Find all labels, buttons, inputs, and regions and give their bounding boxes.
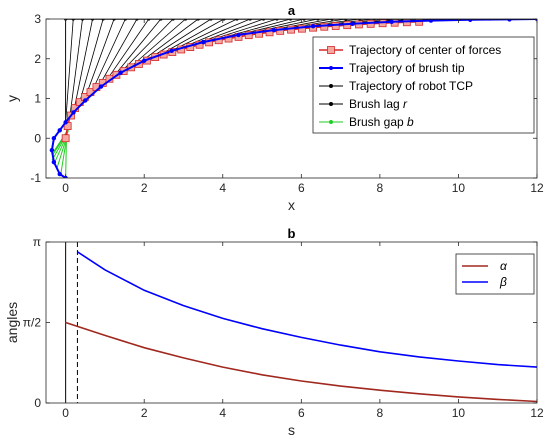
legend-marker [329,84,333,88]
brush-tip-point [71,110,76,115]
brush-lag-segment [147,19,212,60]
brush-tip-point [83,98,88,103]
brush-tip-point [236,32,241,38]
legend-label: Trajectory of robot TCP [349,79,473,93]
y-tick-label: 0 [34,396,41,410]
brush-tip-point [169,48,174,53]
brush-gap-segment [60,136,68,174]
brush-tip-point [468,19,473,22]
legend-label-variable: r [403,97,408,111]
brush-tip-point [63,120,68,125]
y-tick-label: π/2 [23,315,42,329]
legend-box [312,36,535,134]
center-of-forces-point [244,31,253,40]
plot-area [46,242,537,403]
center-of-forces-point [61,134,70,143]
legend-marker [327,46,335,54]
x-tick-label: 6 [298,181,305,195]
x-tick-label: 2 [141,406,148,420]
legend-label: α [500,259,508,273]
chart-panel-b: 0 2 4 6 8 10 12 0 π/2 π b s angles αβ [4,226,544,438]
y-tick-label: π [33,235,41,249]
x-tick-label: 0 [62,406,69,420]
center-of-forces-point [320,22,329,31]
series-line-beta [76,251,537,368]
y-axis-label: y [4,95,20,102]
legend-label: Trajectory of brush tip [349,61,465,75]
brush-tip-point [310,23,316,29]
brush-tip-point [142,58,147,63]
x-tick-label: 10 [452,406,466,420]
x-tick-label: 10 [452,181,466,195]
brush-lag-segment [103,19,150,86]
brush-tip-point [51,136,57,141]
brush-lag-segment [95,19,138,92]
y-axis-label: angles [4,302,20,343]
x-tick-label: 8 [377,406,384,420]
legend-label: Trajectory of center of forces [349,43,501,57]
x-tick-label: 2 [141,181,148,195]
brush-lag-segment [65,19,74,123]
legend-marker [329,102,333,106]
x-tick-label: 8 [377,181,384,195]
x-tick-label: 12 [530,406,544,420]
y-tick-label: 0 [34,131,41,145]
brush-lag-segment [69,19,83,118]
center-of-forces-point [298,24,306,33]
brush-tip-point [428,19,434,23]
y-tick-label: 2 [34,52,41,66]
brush-tip-point [57,128,62,133]
brush-lag-segment [77,19,104,108]
brush-tip-point [271,27,277,33]
chart-title: a [288,3,296,18]
y-tick-label: 1 [34,92,41,106]
legend-label-variable: b [407,115,414,129]
legend-box [455,253,535,295]
brush-lag-segment [73,19,93,113]
legend-label: Brush lag r [349,97,408,111]
brush-tip-point [118,70,123,75]
brush-lag-segment [137,19,199,65]
legend: Trajectory of center of forces Trajectory… [312,36,535,134]
center-of-forces-point [255,29,263,38]
legend: αβ [455,253,535,295]
x-tick-label: 0 [62,181,69,195]
y-tick-label: 3 [34,12,41,26]
plot-content [49,19,537,178]
brush-lag-segment [111,19,162,80]
x-axis-label: s [288,422,295,438]
x-axis-label: x [288,197,295,213]
brush-tip-point [389,19,394,24]
brush-tip-point [51,159,57,165]
series-line-alpha [65,321,537,403]
brush-tip-point [200,39,206,45]
x-tick-label: 6 [298,406,305,420]
y-tick-label: -1 [30,171,41,185]
x-tick-label: 4 [219,406,226,420]
plot-content [65,242,537,403]
legend-label: Brush gap b [349,115,414,129]
x-tick-label: 12 [530,181,544,195]
brush-tip-point [350,21,355,26]
center-of-forces-point [276,26,285,35]
legend-marker [329,66,333,70]
x-tick-label: 4 [219,181,226,195]
brush-tip-point [98,84,104,89]
legend-marker [329,120,333,124]
center-of-forces-point [265,28,274,37]
legend-label: β [499,275,507,289]
chart-title: b [288,226,296,241]
brush-tip-point [57,171,62,177]
brush-gap-segment [65,138,67,178]
brush-tip-point [49,147,55,153]
